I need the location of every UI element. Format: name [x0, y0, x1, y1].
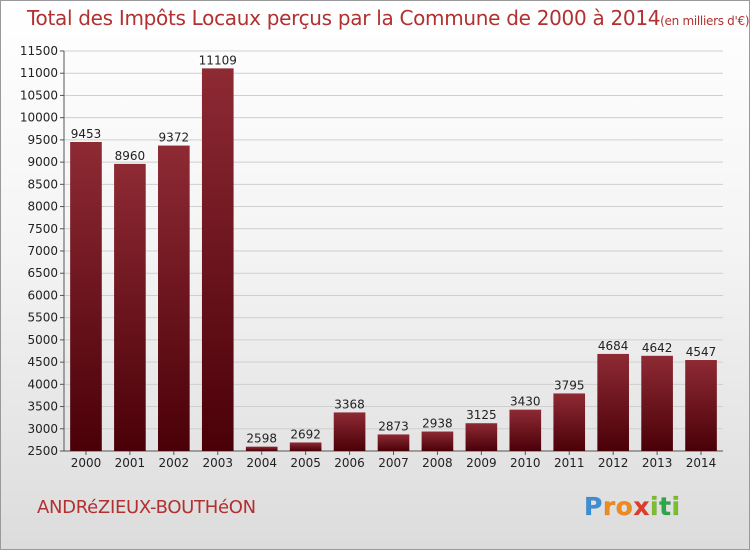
y-tick-label: 8000 — [27, 200, 58, 214]
bar — [114, 163, 146, 451]
proxiti-logo: Proxiti — [584, 492, 681, 522]
y-tick-label: 11500 — [20, 44, 58, 58]
y-tick-label: 10000 — [20, 111, 58, 125]
y-tick-label: 7500 — [27, 222, 58, 236]
x-tick-label: 2011 — [554, 456, 585, 470]
bar-value-label: 9453 — [71, 127, 102, 141]
x-tick-label: 2014 — [686, 456, 717, 470]
bar — [509, 409, 542, 451]
x-tick-label: 2010 — [510, 456, 541, 470]
y-tick-label: 8500 — [27, 177, 58, 191]
x-tick-label: 2002 — [159, 456, 190, 470]
bar-value-label: 3125 — [466, 408, 497, 422]
y-tick-label: 4000 — [27, 377, 58, 391]
bar — [421, 431, 454, 451]
x-tick-label: 2007 — [378, 456, 409, 470]
bar-value-label: 3368 — [334, 397, 365, 411]
bar-value-label: 2598 — [246, 432, 277, 446]
bar-value-label: 3430 — [510, 395, 541, 409]
y-tick-label: 5500 — [27, 311, 58, 325]
bar-value-label: 3795 — [554, 378, 585, 392]
bar-value-label: 4684 — [598, 339, 629, 353]
bar — [465, 423, 498, 451]
chart-title: Total des Impôts Locaux perçus par la Co… — [27, 6, 749, 30]
y-tick-label: 11000 — [20, 66, 58, 80]
y-tick-label: 2500 — [27, 444, 58, 458]
bar — [333, 412, 366, 451]
x-tick-label: 2009 — [466, 456, 497, 470]
y-tick-label: 3000 — [27, 422, 58, 436]
commune-name: ANDRéZIEUX-BOUTHéON — [37, 497, 256, 518]
bar — [641, 355, 673, 451]
bar — [553, 393, 586, 451]
y-tick-label: 5000 — [27, 333, 58, 347]
y-tick-label: 9000 — [27, 155, 58, 169]
x-tick-label: 2000 — [71, 456, 102, 470]
x-tick-label: 2006 — [334, 456, 365, 470]
bar — [245, 446, 278, 451]
bar-value-label: 4642 — [642, 341, 673, 355]
x-tick-label: 2008 — [422, 456, 453, 470]
chart-title-text: Total des Impôts Locaux perçus par la Co… — [27, 6, 661, 30]
x-tick-label: 2001 — [115, 456, 146, 470]
logo-letter: o — [615, 492, 634, 522]
bar-value-label: 11109 — [199, 53, 237, 67]
x-tick-label: 2005 — [290, 456, 321, 470]
bar — [685, 360, 717, 451]
chart-title-unit: (en milliers d'€) — [660, 14, 750, 28]
logo-letter: t — [659, 492, 672, 522]
logo-letter: x — [633, 492, 650, 522]
bar-value-label: 4547 — [686, 345, 717, 359]
bar-value-label: 2938 — [422, 417, 453, 431]
bar — [158, 145, 190, 452]
bar — [597, 353, 629, 451]
bar — [201, 68, 234, 451]
bar-value-label: 8960 — [115, 149, 146, 163]
bar — [70, 141, 102, 451]
logo-letter: i — [650, 492, 660, 522]
logo-letter: P — [584, 492, 603, 522]
y-tick-label: 10500 — [20, 88, 58, 102]
logo-letter: r — [602, 492, 616, 522]
bar-value-label: 9372 — [159, 131, 190, 145]
x-tick-label: 2012 — [598, 456, 629, 470]
logo-letter: i — [671, 492, 681, 522]
bar — [289, 442, 322, 451]
bar-value-label: 2692 — [290, 427, 321, 441]
x-tick-label: 2013 — [642, 456, 673, 470]
y-tick-label: 3500 — [27, 400, 58, 414]
y-tick-label: 6000 — [27, 288, 58, 302]
x-tick-label: 2004 — [246, 456, 277, 470]
y-tick-label: 6500 — [27, 266, 58, 280]
bar — [377, 434, 410, 451]
y-tick-label: 9500 — [27, 133, 58, 147]
y-tick-label: 7000 — [27, 244, 58, 258]
x-tick-label: 2003 — [202, 456, 233, 470]
bar-value-label: 2873 — [378, 419, 409, 433]
y-tick-label: 4500 — [27, 355, 58, 369]
